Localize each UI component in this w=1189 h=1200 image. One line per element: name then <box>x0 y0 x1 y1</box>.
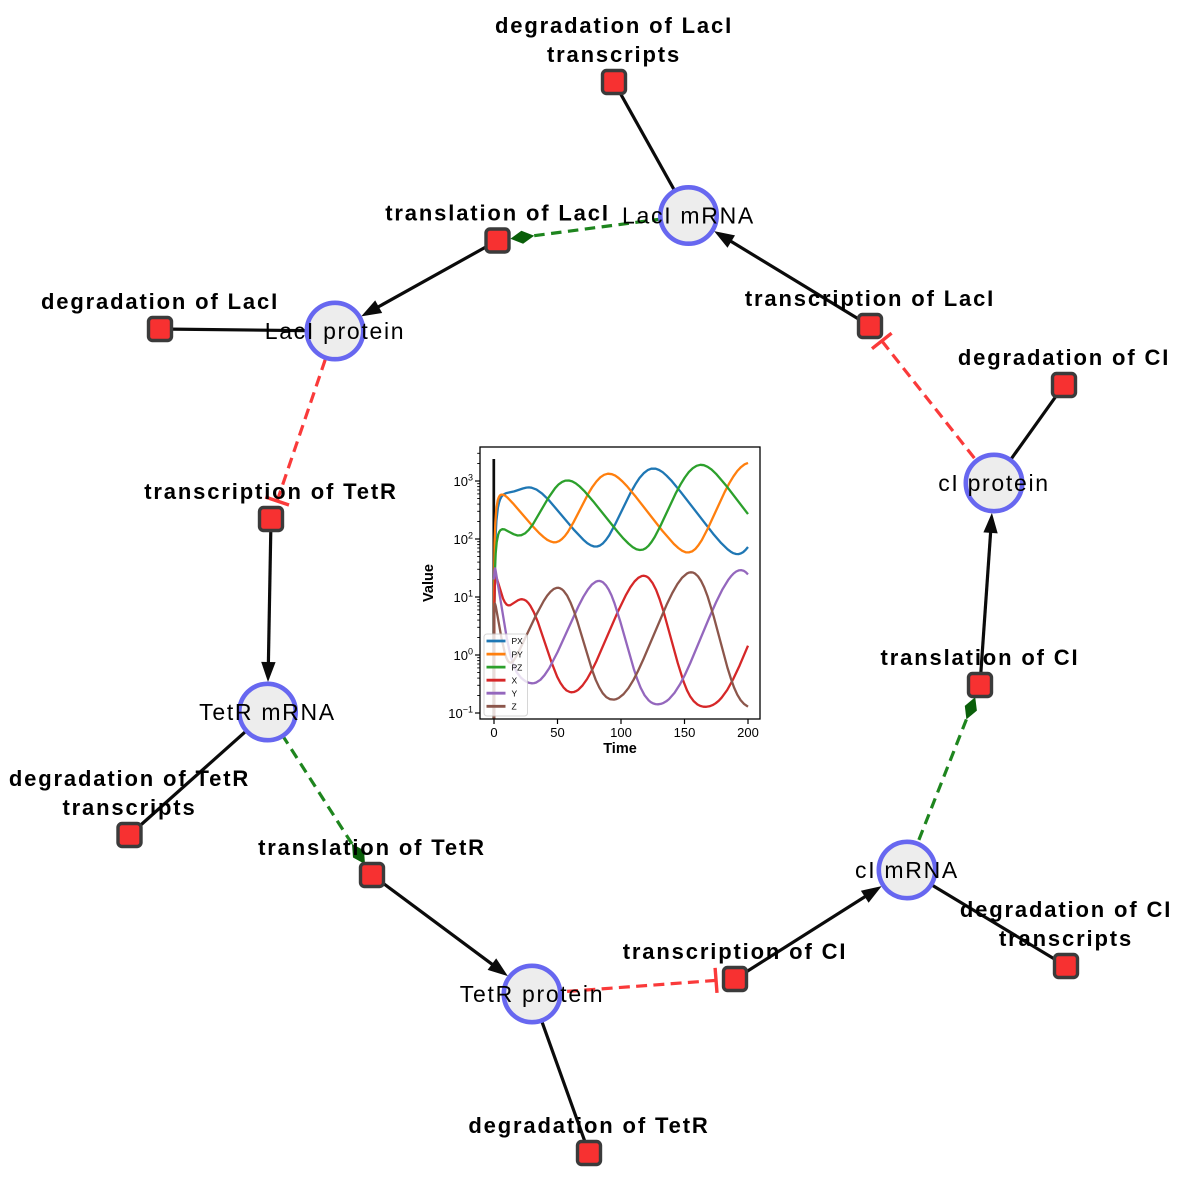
svg-text:degradation of LacI: degradation of LacI <box>495 13 733 38</box>
svg-text:TetR protein: TetR protein <box>460 981 604 1007</box>
svg-text:LacI protein: LacI protein <box>265 318 406 344</box>
svg-text:transcripts: transcripts <box>62 795 196 820</box>
svg-text:200: 200 <box>737 725 759 740</box>
svg-text:Z: Z <box>512 702 517 712</box>
svg-text:50: 50 <box>550 725 564 740</box>
svg-text:TetR mRNA: TetR mRNA <box>199 699 336 725</box>
svg-text:transcripts: transcripts <box>999 926 1133 951</box>
svg-text:degradation of CI: degradation of CI <box>958 345 1170 370</box>
svg-text:translation of TetR: translation of TetR <box>258 835 486 860</box>
svg-text:transcripts: transcripts <box>547 42 681 67</box>
svg-text:PX: PX <box>512 636 524 646</box>
svg-text:150: 150 <box>674 725 696 740</box>
svg-text:Time: Time <box>603 741 637 757</box>
svg-text:Y: Y <box>512 688 518 698</box>
svg-text:transcription of TetR: transcription of TetR <box>144 479 398 504</box>
svg-text:translation of CI: translation of CI <box>881 645 1080 670</box>
svg-text:PZ: PZ <box>512 662 523 672</box>
svg-text:cI mRNA: cI mRNA <box>855 857 959 883</box>
svg-text:PY: PY <box>512 649 524 659</box>
svg-text:degradation of TetR: degradation of TetR <box>468 1113 709 1138</box>
svg-text:transcription of CI: transcription of CI <box>623 939 848 964</box>
svg-text:translation of LacI: translation of LacI <box>385 201 610 226</box>
svg-text:100: 100 <box>610 725 632 740</box>
svg-text:transcription of LacI: transcription of LacI <box>745 286 995 311</box>
svg-text:Value: Value <box>421 564 437 602</box>
svg-text:degradation of LacI: degradation of LacI <box>41 289 279 314</box>
svg-text:degradation of CI: degradation of CI <box>960 897 1172 922</box>
svg-text:degradation of TetR: degradation of TetR <box>9 766 250 791</box>
svg-text:0: 0 <box>490 725 497 740</box>
svg-text:cI protein: cI protein <box>938 470 1050 496</box>
svg-text:X: X <box>512 675 518 685</box>
svg-text:LacI mRNA: LacI mRNA <box>622 203 755 229</box>
